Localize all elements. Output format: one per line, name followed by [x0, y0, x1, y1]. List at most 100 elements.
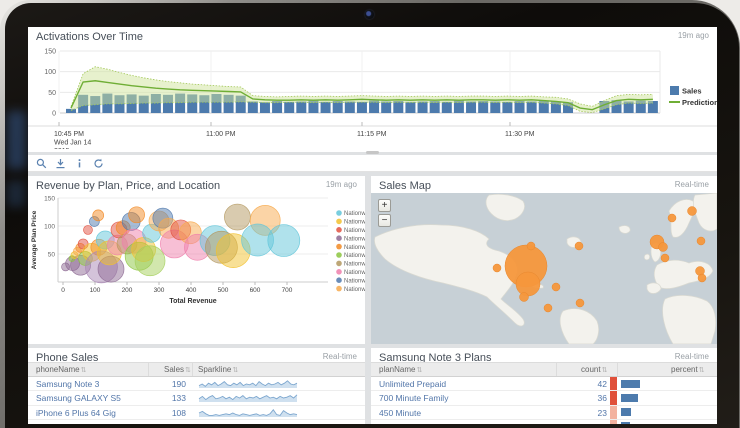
sparkline-cell [198, 392, 298, 403]
plan-name-link[interactable]: Unlimited Prepaid [379, 379, 447, 389]
svg-text:50: 50 [48, 252, 56, 259]
plan-name-link[interactable]: 2100 Minute Family [379, 422, 453, 424]
percent-bar [621, 393, 639, 402]
table-row[interactable]: iPhone 5C 16 Gig 103 [28, 419, 365, 424]
svg-text:Nationw...: Nationw... [344, 287, 365, 293]
svg-text:2015: 2015 [54, 148, 70, 149]
column-header-sparkline[interactable]: Sparkline⇅ [198, 365, 239, 374]
plan-name-link[interactable]: 700 Minute Family [379, 393, 449, 404]
panel-splitter-handle[interactable] [366, 151, 379, 154]
svg-text:100: 100 [90, 287, 101, 294]
panel-title: Sales Map [379, 180, 431, 192]
refresh-icon[interactable] [92, 157, 105, 170]
map-zoom-in-button[interactable]: + [378, 199, 391, 212]
world-map[interactable]: + − [371, 193, 717, 344]
svg-text:Nationw...: Nationw... [344, 236, 365, 242]
sparkline-cell [198, 407, 298, 418]
webcam-icon [365, 10, 374, 19]
table-row[interactable]: iPhone 6 Plus 64 Gig 108 [28, 405, 365, 420]
table-header: phoneName⇅ Sales⇅ Sparkline⇅ [28, 362, 365, 377]
column-header-percent[interactable]: percent⇅ [671, 365, 705, 374]
svg-text:Nationw...: Nationw... [344, 245, 365, 251]
phone-name-link[interactable]: Samsung GALAXY S5 [36, 393, 121, 404]
sales-value: 133 [171, 393, 186, 404]
table-header: planName⇅ count⇅ percent⇅ [371, 362, 717, 377]
svg-text:0: 0 [52, 111, 56, 118]
table-row[interactable]: 2100 Minute Family 21 [371, 419, 717, 424]
count-heat-cell [610, 405, 617, 419]
activations-chart[interactable]: 0 50 100 150 10:45 PM 11:00 PM 11:15 PM 11:30 P… [28, 41, 717, 149]
plan-name-link[interactable]: 450 Minute [379, 407, 422, 418]
panel-title: Samsung Note 3 Plans [379, 352, 492, 364]
svg-text:11:00 PM: 11:00 PM [206, 131, 236, 138]
panel-timestamp: 19m ago [325, 180, 357, 189]
svg-text:Prediction: Prediction [682, 98, 717, 107]
svg-text:10:45 PM: 10:45 PM [54, 131, 84, 138]
svg-text:100: 100 [44, 224, 55, 231]
sort-icon: ⇅ [232, 367, 239, 374]
sales-map-chart [371, 193, 717, 344]
phone-name-link[interactable]: iPhone 5C 16 Gig [36, 422, 103, 424]
panel-title: Revenue by Plan, Price, and Location [36, 180, 221, 192]
panel-timestamp: Real-time [674, 352, 709, 361]
svg-text:600: 600 [250, 287, 261, 294]
svg-text:Nationw...: Nationw... [344, 278, 365, 284]
svg-text:11:30 PM: 11:30 PM [505, 131, 535, 138]
svg-text:Nationw...: Nationw... [344, 262, 365, 268]
note3-plans-table: planName⇅ count⇅ percent⇅ Unlimited Prepaid… [371, 362, 717, 424]
count-value: 23 [597, 407, 607, 418]
chart-toolbar [28, 155, 717, 172]
svg-text:300: 300 [154, 287, 165, 294]
column-header-phonename[interactable]: phoneName⇅ [36, 365, 87, 374]
column-header-planname[interactable]: planName⇅ [379, 365, 423, 374]
svg-text:Sales: Sales [682, 87, 702, 96]
svg-text:0: 0 [61, 287, 65, 294]
search-icon[interactable] [35, 157, 48, 170]
phone-name-link[interactable]: iPhone 6 Plus 64 Gig [36, 407, 116, 418]
revenue-bubble-chart[interactable]: 50 100 150 0 100 200 300 400 500 600 700 Total Reve… [28, 193, 365, 343]
panel-note3-plans: Samsung Note 3 Plans Real-time planName⇅… [371, 348, 717, 424]
column-header-sales[interactable]: Sales⇅ [164, 365, 191, 374]
table-row[interactable]: 700 Minute Family 36 [371, 391, 717, 406]
percent-bar [621, 379, 640, 388]
svg-text:Nationw...: Nationw... [344, 253, 365, 259]
percent-bar [621, 422, 630, 424]
percent-bar [621, 408, 631, 417]
count-heat-cell [610, 391, 617, 405]
sort-icon: ⇅ [601, 367, 608, 374]
column-divider [192, 363, 193, 376]
panel-timestamp: Real-time [322, 352, 357, 361]
sales-value: 108 [171, 407, 186, 418]
panel-timestamp: Real-time [674, 180, 709, 189]
svg-text:100: 100 [44, 69, 56, 76]
phone-name-link[interactable]: Samsung Note 3 [36, 379, 100, 389]
map-zoom-out-button[interactable]: − [378, 214, 391, 227]
column-divider [556, 363, 557, 376]
sort-icon: ⇅ [416, 367, 423, 374]
table-row[interactable]: 450 Minute 23 [371, 405, 717, 420]
svg-text:200: 200 [122, 287, 133, 294]
svg-text:700: 700 [282, 287, 293, 294]
column-divider [617, 363, 618, 376]
column-header-count[interactable]: count⇅ [581, 365, 608, 374]
table-row[interactable]: Samsung GALAXY S5 133 [28, 391, 365, 406]
table-row[interactable]: Unlimited Prepaid 42 [371, 377, 717, 392]
sales-value: 103 [148, 422, 186, 424]
download-icon[interactable] [54, 157, 67, 170]
count-heat-cell [610, 419, 617, 424]
svg-text:400: 400 [186, 287, 197, 294]
page-title: Activations Over Time [36, 31, 143, 43]
sales-value: 190 [171, 379, 186, 389]
count-heat-cell [610, 377, 617, 391]
sparkline-cell [198, 421, 298, 424]
panel-phone-sales: Phone Sales Real-time phoneName⇅ Sales⇅ Sp… [28, 348, 365, 424]
sort-icon: ⇅ [698, 367, 705, 374]
count-value: 42 [597, 379, 607, 389]
table-row[interactable]: Samsung Note 3 190 [28, 377, 365, 392]
bezel-reflection [7, 111, 26, 169]
svg-text:Nationw...: Nationw... [344, 211, 365, 217]
sparkline-cell [198, 378, 298, 389]
phone-sales-table: phoneName⇅ Sales⇅ Sparkline⇅ Samsung Note 3… [28, 362, 365, 424]
info-icon[interactable] [73, 157, 86, 170]
